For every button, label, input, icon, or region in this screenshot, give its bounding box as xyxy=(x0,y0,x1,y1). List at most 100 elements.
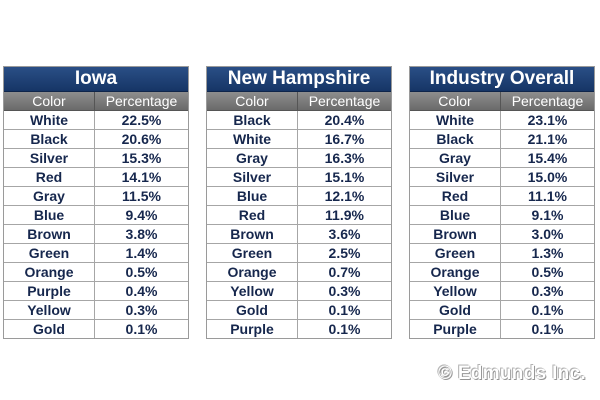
color-cell: Silver xyxy=(410,168,501,186)
table-row: Red 11.9% xyxy=(207,205,391,224)
color-table: Iowa Color Percentage White 22.5% Black 20.6% S… xyxy=(3,66,189,339)
color-cell: Red xyxy=(410,187,501,205)
table-row: Blue 12.1% xyxy=(207,186,391,205)
percentage-cell: 15.1% xyxy=(324,169,365,185)
table-title: Industry Overall xyxy=(410,67,594,92)
color-cell: Yellow xyxy=(207,282,298,300)
percentage-cell: 15.4% xyxy=(527,150,568,166)
color-cell: Gold xyxy=(4,320,95,338)
column-header-color: Color xyxy=(4,92,95,110)
color-cell: White xyxy=(207,130,298,148)
table-row: Gold 0.1% xyxy=(410,300,594,319)
color-cell: Brown xyxy=(410,225,501,243)
color-cell: Silver xyxy=(207,168,298,186)
percentage-cell: 0.1% xyxy=(531,321,564,337)
table-row: Black 20.6% xyxy=(4,129,188,148)
table-row: Yellow 0.3% xyxy=(207,281,391,300)
color-cell: Brown xyxy=(207,225,298,243)
color-cell: Orange xyxy=(4,263,95,281)
percentage-cell: 2.5% xyxy=(328,245,361,261)
percentage-cell: 20.4% xyxy=(324,112,365,128)
color-cell: Black xyxy=(410,130,501,148)
table-row: Silver 15.1% xyxy=(207,167,391,186)
color-cell: Purple xyxy=(4,282,95,300)
color-cell: Brown xyxy=(4,225,95,243)
table-row: Brown 3.8% xyxy=(4,224,188,243)
percentage-cell: 0.4% xyxy=(125,283,158,299)
percentage-cell: 1.3% xyxy=(531,245,564,261)
percentage-cell: 3.6% xyxy=(328,226,361,242)
percentage-cell: 0.1% xyxy=(328,302,361,318)
table-title: New Hampshire xyxy=(207,67,391,92)
percentage-cell: 0.3% xyxy=(328,283,361,299)
color-cell: Red xyxy=(207,206,298,224)
percentage-cell: 0.1% xyxy=(125,321,158,337)
color-cell: Green xyxy=(4,244,95,262)
table-header-row: Color Percentage xyxy=(207,92,391,111)
table-row: Orange 0.7% xyxy=(207,262,391,281)
table-row: Blue 9.4% xyxy=(4,205,188,224)
color-cell: Yellow xyxy=(4,301,95,319)
table-row: White 23.1% xyxy=(410,111,594,129)
percentage-cell: 20.6% xyxy=(121,131,162,147)
percentage-cell: 0.3% xyxy=(125,302,158,318)
color-cell: Black xyxy=(207,111,298,129)
table-row: Blue 9.1% xyxy=(410,205,594,224)
table-row: Orange 0.5% xyxy=(410,262,594,281)
percentage-cell: 0.3% xyxy=(531,283,564,299)
percentage-cell: 11.9% xyxy=(325,207,364,223)
color-cell: Yellow xyxy=(410,282,501,300)
color-cell: White xyxy=(4,111,95,129)
table-row: Green 1.3% xyxy=(410,243,594,262)
color-cell: Orange xyxy=(410,263,501,281)
color-cell: Blue xyxy=(410,206,501,224)
column-header-percentage: Percentage xyxy=(308,93,381,109)
table-row: Gold 0.1% xyxy=(207,300,391,319)
table-row: Brown 3.6% xyxy=(207,224,391,243)
table-row: Silver 15.3% xyxy=(4,148,188,167)
percentage-cell: 21.1% xyxy=(527,131,568,147)
table-row: Green 1.4% xyxy=(4,243,188,262)
percentage-cell: 16.7% xyxy=(324,131,365,147)
percentage-cell: 9.1% xyxy=(531,207,564,223)
table-row: Gold 0.1% xyxy=(4,319,188,338)
color-cell: Orange xyxy=(207,263,298,281)
percentage-cell: 15.0% xyxy=(527,169,568,185)
table-row: Green 2.5% xyxy=(207,243,391,262)
table-row: Red 14.1% xyxy=(4,167,188,186)
percentage-cell: 1.4% xyxy=(125,245,158,261)
table-row: Black 20.4% xyxy=(207,111,391,129)
percentage-cell: 22.5% xyxy=(121,112,162,128)
table-row: Orange 0.5% xyxy=(4,262,188,281)
color-cell: Gray xyxy=(4,187,95,205)
column-header-percentage: Percentage xyxy=(105,93,178,109)
color-cell: Red xyxy=(4,168,95,186)
table-title: Iowa xyxy=(4,67,188,92)
color-cell: Silver xyxy=(4,149,95,167)
table-row: Black 21.1% xyxy=(410,129,594,148)
table-row: Purple 0.1% xyxy=(410,319,594,338)
percentage-cell: 11.1% xyxy=(528,188,567,204)
percentage-cell: 11.5% xyxy=(122,188,161,204)
table-row: Yellow 0.3% xyxy=(410,281,594,300)
table-row: Yellow 0.3% xyxy=(4,300,188,319)
color-cell: Gold xyxy=(410,301,501,319)
color-cell: Black xyxy=(4,130,95,148)
table-body: White 22.5% Black 20.6% Silver 15.3% Red 14.1% G… xyxy=(4,111,188,338)
color-table: Industry Overall Color Percentage White 23.1… xyxy=(409,66,595,339)
table-body: White 23.1% Black 21.1% Gray 15.4% Silver 15.0%… xyxy=(410,111,594,338)
color-cell: Green xyxy=(410,244,501,262)
column-header-percentage: Percentage xyxy=(511,93,584,109)
percentage-cell: 3.0% xyxy=(531,226,564,242)
table-row: White 22.5% xyxy=(4,111,188,129)
percentage-cell: 0.1% xyxy=(328,321,361,337)
table-row: Gray 15.4% xyxy=(410,148,594,167)
table-row: Purple 0.1% xyxy=(207,319,391,338)
percentage-cell: 23.1% xyxy=(527,112,568,128)
color-cell: Gold xyxy=(207,301,298,319)
column-header-color: Color xyxy=(207,92,298,110)
percentage-cell: 0.1% xyxy=(531,302,564,318)
percentage-cell: 0.5% xyxy=(531,264,564,280)
color-cell: Gray xyxy=(207,149,298,167)
color-cell: Blue xyxy=(207,187,298,205)
